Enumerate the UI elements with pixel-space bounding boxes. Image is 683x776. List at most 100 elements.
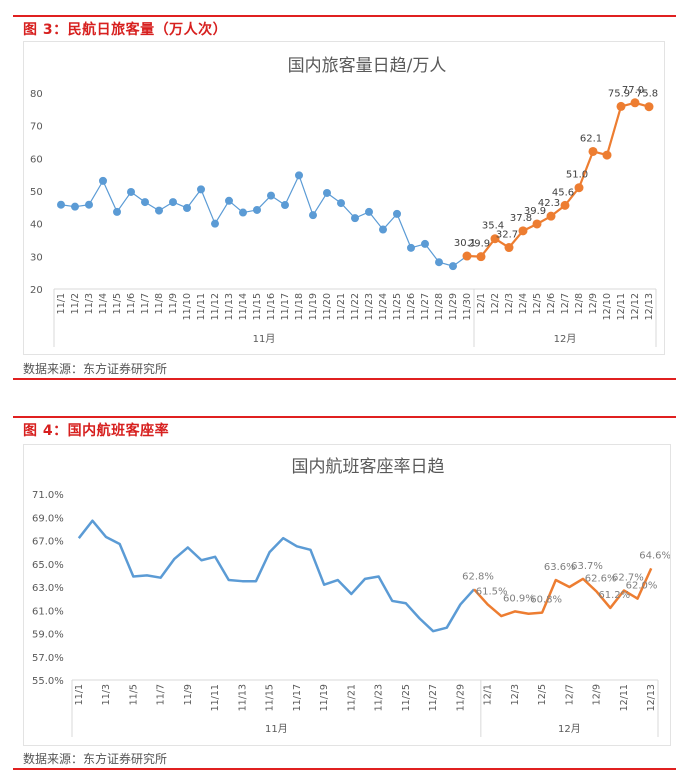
y-tick-label: 80 — [30, 89, 43, 100]
chart-1-frame: 国内旅客量日趋/万人 20 30 40 50 60 70 80 11/1 11/2 11/3 11/4… — [23, 41, 665, 355]
y-tick-label: 20 — [30, 285, 43, 296]
y-tick-label: 61.0% — [32, 606, 64, 617]
data-point-marker — [407, 243, 415, 252]
x-tick-label: 11/11 — [210, 684, 221, 711]
x-tick-label: 11/19 — [308, 293, 319, 320]
series-line-dec — [473, 567, 653, 618]
data-point-marker — [449, 262, 457, 271]
x-tick-label: 11/20 — [322, 293, 333, 320]
x-tick-label: 11/15 — [252, 293, 263, 320]
month-label-nov: 11月 — [265, 723, 288, 735]
data-point-marker — [574, 183, 584, 193]
data-label: 60.8% — [530, 595, 562, 606]
data-point-marker — [253, 205, 261, 214]
x-tick-label: 11/14 — [238, 293, 249, 320]
y-tick-label: 60 — [30, 154, 43, 165]
data-point-marker — [644, 102, 654, 112]
x-tick-label: 11/25 — [392, 293, 403, 320]
data-point-marker — [532, 219, 542, 229]
data-point-marker — [239, 208, 247, 217]
x-tick-label: 11/3 — [101, 684, 112, 705]
data-point-marker — [546, 211, 556, 221]
month-label-dec: 12月 — [554, 333, 577, 345]
load-factor-chart: 国内航班客座率日趋 55.0% 57.0% 59.0% 61.0% 63.0% 65.0% 6… — [32, 457, 671, 737]
data-point-marker — [141, 198, 149, 207]
month-label-nov: 11月 — [253, 333, 276, 345]
data-point-marker — [588, 146, 598, 156]
x-tick-label: 11/15 — [265, 684, 276, 711]
x-tick-label: 12/7 — [560, 293, 571, 314]
x-tick-label: 12/11 — [619, 684, 630, 711]
data-point-marker — [560, 200, 570, 210]
data-label: 64.6% — [639, 550, 670, 561]
x-tick-label: 12/8 — [574, 293, 585, 314]
data-point-marker — [379, 225, 387, 234]
x-tick-label: 12/13 — [644, 293, 655, 320]
data-label: 35.4 — [482, 221, 504, 232]
data-label: 61.2% — [598, 590, 630, 601]
x-tick-label: 11/7 — [156, 684, 167, 705]
x-tick-label: 11/8 — [154, 293, 165, 314]
y-tick-label: 63.0% — [32, 583, 64, 594]
x-tick-label: 12/12 — [630, 293, 641, 320]
month-label-dec: 12月 — [558, 723, 581, 735]
data-label: 39.9 — [524, 206, 546, 217]
data-label: 63.6% — [544, 562, 576, 573]
data-label: 75.8 — [636, 89, 658, 100]
data-label: 61.5% — [476, 586, 508, 597]
data-label: 60.9% — [503, 593, 535, 604]
data-point-marker — [365, 207, 373, 216]
data-point-marker — [197, 185, 205, 194]
x-tick-label: 12/10 — [602, 293, 613, 320]
data-label: 62.1 — [580, 133, 602, 144]
x-tick-label: 12/7 — [564, 684, 575, 705]
data-point-marker — [630, 98, 640, 108]
data-label: 62.0% — [626, 581, 658, 592]
data-label: 62.8% — [462, 571, 494, 582]
figure-3-source: 数据来源：东方证券研究所 — [23, 362, 168, 376]
data-point-marker — [602, 150, 612, 160]
x-tick-label: 11/18 — [294, 293, 305, 320]
data-point-marker — [435, 258, 443, 267]
data-point-marker — [57, 200, 65, 209]
data-point-marker — [169, 198, 177, 207]
x-tick-label: 12/9 — [588, 293, 599, 314]
y-tick-label: 57.0% — [32, 653, 64, 664]
x-tick-label: 11/9 — [183, 684, 194, 705]
series-line-dec — [466, 101, 650, 258]
data-point-marker — [337, 199, 345, 208]
data-label: 63.7% — [571, 561, 603, 572]
x-tick-label: 11/5 — [112, 293, 123, 314]
x-tick-label: 12/5 — [532, 293, 543, 314]
x-tick-label: 12/1 — [483, 684, 494, 705]
x-tick-label: 11/24 — [378, 293, 389, 320]
x-tick-label: 11/25 — [401, 684, 412, 711]
bottom-rule-fig4 — [13, 768, 676, 770]
bottom-rule-fig3 — [13, 378, 676, 380]
data-label: 51.0 — [566, 170, 588, 181]
y-tick-label: 59.0% — [32, 630, 64, 641]
data-point-marker — [267, 191, 275, 200]
x-tick-label: 12/3 — [510, 684, 521, 705]
x-tick-label: 12/6 — [546, 293, 557, 314]
x-tick-label: 11/1 — [56, 293, 67, 314]
top-rule-fig3 — [13, 15, 676, 17]
x-tick-label: 11/21 — [346, 684, 357, 711]
y-tick-label: 55.0% — [32, 676, 64, 687]
x-tick-label: 11/9 — [168, 293, 179, 314]
x-tick-label: 11/4 — [98, 293, 109, 314]
data-point-marker — [295, 171, 303, 180]
data-point-marker — [616, 101, 626, 111]
data-point-marker — [323, 188, 331, 197]
x-tick-label: 11/28 — [434, 293, 445, 320]
data-point-marker — [281, 201, 289, 210]
series-line-nov — [77, 519, 475, 633]
x-tick-label: 11/19 — [319, 684, 330, 711]
data-label: 42.3 — [538, 198, 560, 209]
y-tick-label: 69.0% — [32, 513, 64, 524]
series-line-nov — [60, 174, 468, 267]
x-tick-label: 11/22 — [350, 293, 361, 320]
data-point-marker — [490, 234, 500, 244]
data-point-marker — [99, 176, 107, 185]
data-label: 37.8 — [510, 213, 532, 224]
